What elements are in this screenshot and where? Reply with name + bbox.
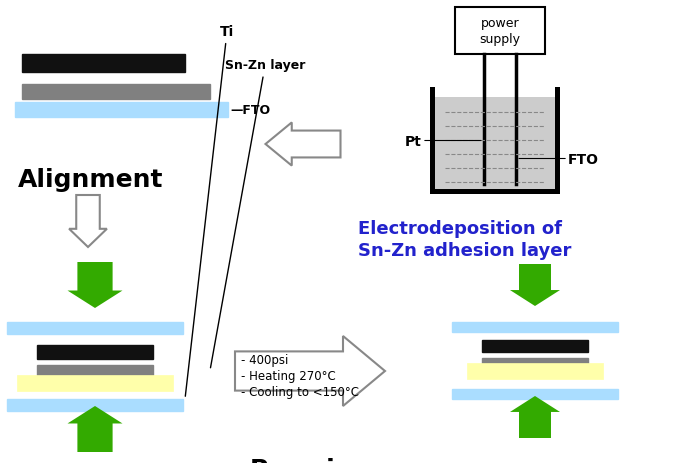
Bar — [482, 340, 588, 352]
Bar — [430, 88, 435, 194]
Text: Alignment: Alignment — [18, 168, 164, 192]
Text: Pressing: Pressing — [249, 457, 371, 463]
Text: Electrodeposition of: Electrodeposition of — [358, 219, 562, 238]
Bar — [22, 85, 210, 100]
Bar — [7, 322, 183, 334]
Polygon shape — [235, 336, 385, 406]
Bar — [555, 88, 560, 194]
Bar — [15, 103, 228, 118]
Text: Pt: Pt — [405, 134, 422, 148]
Polygon shape — [67, 406, 123, 452]
Text: - Heating 270°C: - Heating 270°C — [241, 369, 335, 382]
Bar — [37, 365, 153, 375]
Polygon shape — [69, 195, 107, 247]
Text: Ti: Ti — [185, 25, 234, 396]
Bar — [7, 399, 183, 411]
Bar — [37, 345, 153, 359]
Bar — [482, 358, 588, 366]
Polygon shape — [265, 123, 340, 166]
Bar — [467, 363, 603, 379]
Polygon shape — [67, 263, 123, 308]
Bar — [430, 189, 560, 194]
Bar — [22, 55, 185, 73]
Bar — [452, 389, 618, 399]
Text: FTO: FTO — [568, 152, 599, 166]
Polygon shape — [510, 396, 560, 438]
Text: - 400psi: - 400psi — [241, 353, 288, 366]
Bar — [452, 322, 618, 332]
Text: Sn-Zn adhesion layer: Sn-Zn adhesion layer — [358, 242, 571, 259]
Polygon shape — [510, 264, 560, 307]
Bar — [17, 375, 173, 391]
Text: - Cooling to <150°C: - Cooling to <150°C — [241, 385, 359, 398]
Bar — [455, 8, 545, 55]
Text: power
supply: power supply — [480, 18, 520, 45]
Bar — [435, 98, 555, 189]
Text: Sn-Zn layer: Sn-Zn layer — [211, 59, 306, 368]
Text: —FTO: —FTO — [230, 104, 270, 117]
